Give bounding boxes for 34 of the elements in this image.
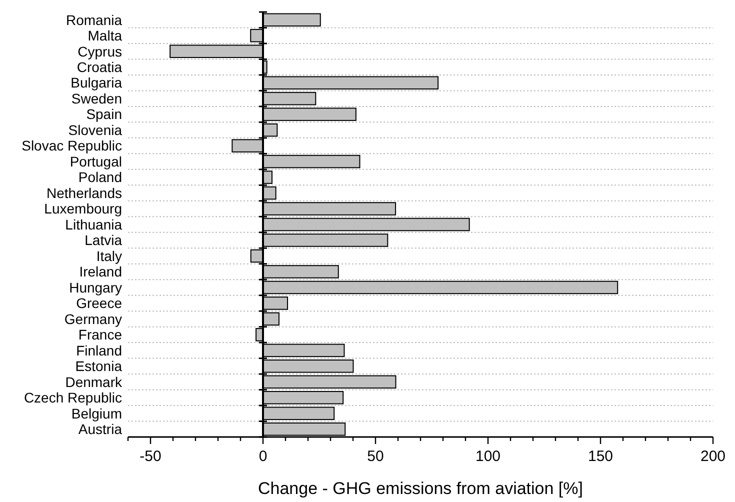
y-tick-label: Ireland <box>79 264 122 280</box>
y-tick-label: Denmark <box>65 374 123 390</box>
y-tick-label: Estonia <box>75 358 122 374</box>
y-tick-label: Finland <box>76 342 122 358</box>
y-tick-label: Belgium <box>71 405 122 422</box>
y-tick-label: Bulgaria <box>70 74 122 91</box>
y-tick-label: Italy <box>96 248 122 264</box>
x-tick-label: -50 <box>140 448 162 465</box>
y-tick-label: Slovenia <box>68 122 122 138</box>
y-tick-label: Poland <box>78 169 122 186</box>
y-tick-label: Luxembourg <box>44 200 122 217</box>
y-tick-label: Malta <box>88 28 122 44</box>
y-tick-label: Croatia <box>76 58 122 75</box>
y-tick-label: Romania <box>66 12 122 28</box>
y-tick-label: Hungary <box>69 279 122 296</box>
x-axis-title: Change - GHG emissions from aviation [%] <box>258 479 584 498</box>
y-tick-label: Portugal <box>70 153 122 170</box>
y-tick-label: Spain <box>86 106 122 122</box>
y-tick-label: Greece <box>76 295 122 312</box>
y-tick-label: Netherlands <box>46 184 122 201</box>
y-tick-label: France <box>78 326 122 343</box>
x-tick-label: 0 <box>258 448 268 465</box>
y-tick-label: Latvia <box>84 232 122 248</box>
y-tick-label: Slovac Republic <box>22 138 122 154</box>
y-tick-label: Cyprus <box>78 43 122 60</box>
y-tick-label: Germany <box>64 310 122 327</box>
x-tick-label: 50 <box>367 448 384 465</box>
x-tick-label: 150 <box>588 448 614 465</box>
x-tick-label: 100 <box>475 448 501 465</box>
y-tick-label: Czech Republic <box>24 390 122 406</box>
y-tick-label: Austria <box>78 421 122 438</box>
y-tick-label: Sweden <box>71 90 122 106</box>
x-tick-label: 200 <box>700 448 726 465</box>
y-tick-label: Lithuania <box>65 216 122 232</box>
